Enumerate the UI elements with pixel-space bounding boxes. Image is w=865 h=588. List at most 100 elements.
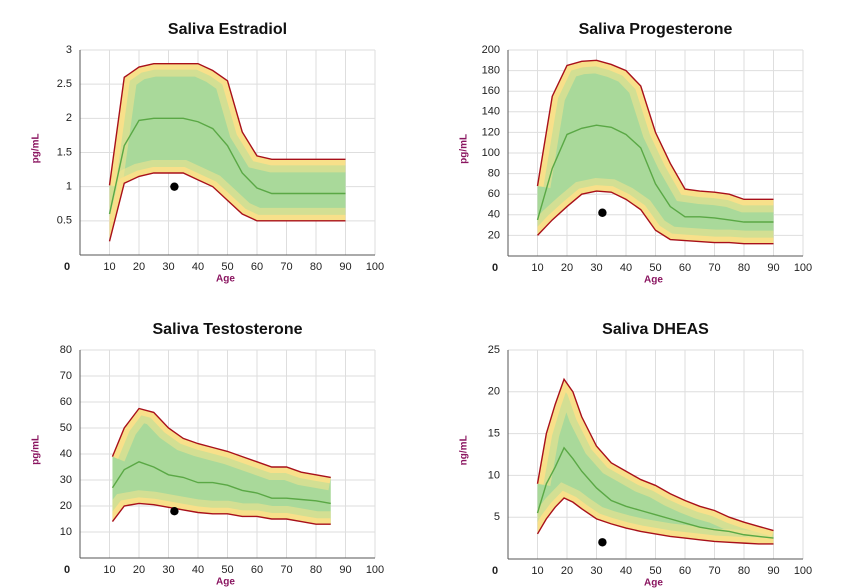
x-tick-label: 90 [767, 565, 779, 577]
x-axis-label: Age [644, 578, 663, 588]
x-tick-label: 60 [251, 261, 263, 273]
x-tick-label: 20 [561, 565, 573, 577]
y-tick-label: 80 [60, 344, 72, 356]
line [108, 172, 346, 242]
band-area [537, 379, 774, 544]
line [536, 124, 774, 223]
line [536, 59, 774, 201]
y-axis-label: pg/mL [31, 133, 42, 163]
x-tick-label: 10 [103, 564, 115, 576]
x-tick-label: 100 [366, 261, 384, 273]
y-tick-label: 3 [66, 44, 72, 56]
x-tick-label: 70 [280, 261, 292, 273]
x-tick-label: 20 [561, 262, 573, 274]
line [111, 461, 331, 505]
y-tick-label: 5 [494, 511, 500, 523]
x-tick-label: 70 [708, 262, 720, 274]
x-tick-label: 70 [708, 565, 720, 577]
chart-panel: 10 20 30 40 50 60 70 80 90 100 0 20 40 60 80 100 120 140 1… [459, 21, 813, 285]
chart-title: Saliva DHEAS [602, 321, 709, 338]
chart-panel: 10 20 30 40 50 60 70 80 90 100 0 5 10 15 20 25 Saliva DH… [459, 321, 813, 588]
patient-point [170, 507, 179, 516]
chart-panel: 10 20 30 40 50 60 70 80 90 100 0 0.5 1 1.5 2 2.5 3 Saliva… [31, 21, 385, 284]
chart-title: Saliva Estradiol [168, 21, 287, 38]
y-tick-label: 0 [492, 262, 498, 274]
y-tick-label: 40 [60, 448, 72, 460]
x-tick-label: 80 [310, 564, 322, 576]
x-tick-label: 50 [649, 565, 661, 577]
x-tick-label: 40 [192, 564, 204, 576]
x-tick-label: 20 [133, 261, 145, 273]
band-area [109, 63, 346, 242]
x-tick-label: 10 [531, 262, 543, 274]
x-tick-label: 60 [251, 564, 263, 576]
x-tick-label: 50 [221, 564, 233, 576]
y-tick-label: 60 [60, 396, 72, 408]
x-tick-label: 40 [620, 262, 632, 274]
x-axis-label: Age [216, 274, 235, 285]
line [108, 117, 346, 215]
line [536, 497, 774, 545]
y-tick-label: 15 [488, 428, 500, 440]
x-tick-label: 60 [679, 262, 691, 274]
y-tick-label: 2.5 [57, 78, 72, 90]
y-tick-label: 120 [482, 126, 500, 138]
line [536, 377, 774, 532]
x-tick-label: 30 [162, 261, 174, 273]
x-tick-label: 50 [649, 262, 661, 274]
y-tick-label: 1 [66, 181, 72, 193]
x-tick-label: 90 [339, 564, 351, 576]
x-tick-label: 30 [162, 564, 174, 576]
chart-panel: 10 20 30 40 50 60 70 80 90 100 0 10 20 30 40 50 60 70 80 Sa… [31, 321, 385, 587]
x-tick-label: 100 [366, 564, 384, 576]
y-tick-label: 100 [482, 147, 500, 159]
chart-title: Saliva Testosterone [153, 321, 303, 338]
y-tick-label: 40 [488, 209, 500, 221]
y-tick-label: 140 [482, 106, 500, 118]
x-tick-label: 20 [133, 564, 145, 576]
y-tick-label: 20 [488, 386, 500, 398]
line [536, 446, 774, 539]
y-tick-label: 70 [60, 370, 72, 382]
x-tick-label: 100 [794, 262, 812, 274]
y-axis-label: pg/mL [459, 134, 470, 164]
x-axis-label: Age [216, 577, 235, 588]
line [108, 62, 346, 186]
y-tick-label: 30 [60, 474, 72, 486]
y-axis-label: ng/mL [459, 435, 470, 465]
y-tick-label: 50 [60, 422, 72, 434]
patient-point [598, 208, 607, 217]
patient-point [170, 182, 179, 191]
line [536, 190, 774, 245]
x-tick-label: 10 [531, 565, 543, 577]
y-tick-label: 0 [492, 565, 498, 577]
y-tick-label: 20 [60, 500, 72, 512]
x-axis-label: Age [644, 275, 663, 286]
x-tick-label: 60 [679, 565, 691, 577]
x-tick-label: 80 [738, 565, 750, 577]
x-tick-label: 90 [767, 262, 779, 274]
x-tick-label: 10 [103, 261, 115, 273]
y-tick-label: 1.5 [57, 146, 72, 158]
chart-title: Saliva Progesterone [579, 21, 733, 38]
y-tick-label: 10 [60, 526, 72, 538]
x-tick-label: 30 [590, 565, 602, 577]
y-tick-label: 200 [482, 44, 500, 56]
x-tick-label: 30 [590, 262, 602, 274]
x-tick-label: 80 [310, 261, 322, 273]
line [111, 502, 331, 525]
y-tick-label: 60 [488, 188, 500, 200]
y-tick-label: 80 [488, 168, 500, 180]
y-tick-label: 0.5 [57, 215, 72, 227]
y-tick-label: 10 [488, 469, 500, 481]
y-tick-label: 0 [64, 564, 70, 576]
y-tick-label: 160 [482, 85, 500, 97]
patient-point [598, 538, 607, 547]
y-tick-label: 20 [488, 229, 500, 241]
x-tick-label: 90 [339, 261, 351, 273]
x-tick-label: 80 [738, 262, 750, 274]
x-tick-label: 50 [221, 261, 233, 273]
y-tick-label: 0 [64, 261, 70, 273]
